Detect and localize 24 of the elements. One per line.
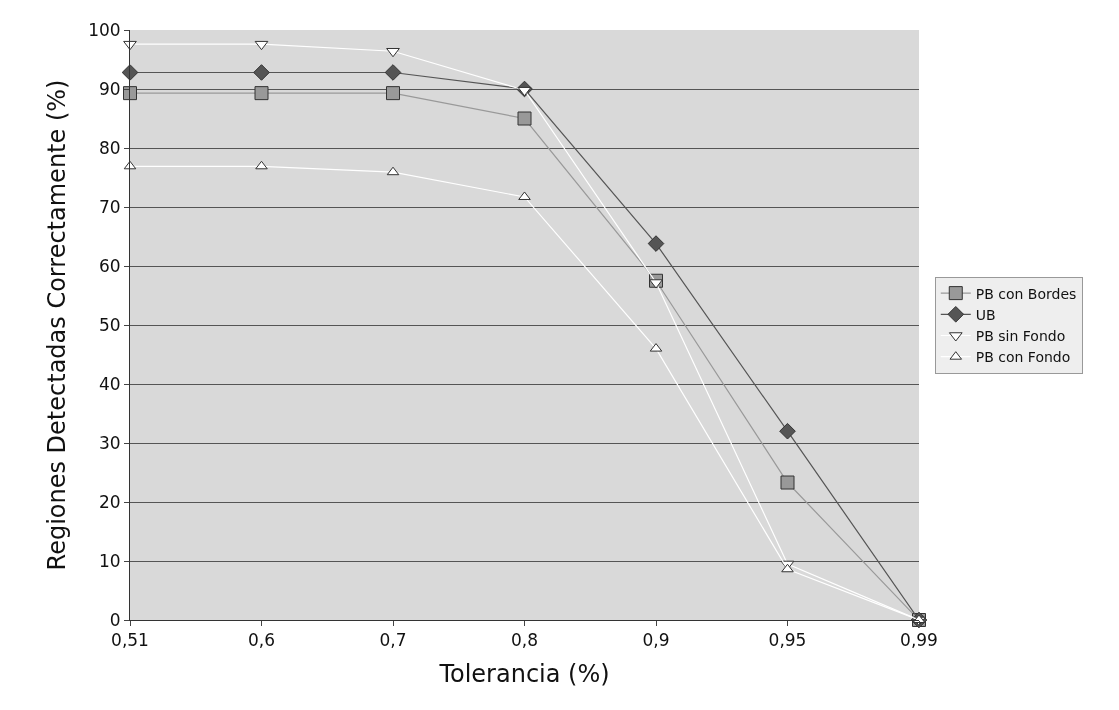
y-axis-title: Regiones Detectadas Correctamente (%) bbox=[43, 79, 72, 571]
y-tick-label: 10 bbox=[98, 550, 121, 571]
x-tick-label: 0,7 bbox=[379, 630, 407, 651]
y-tick-label: 20 bbox=[98, 491, 121, 512]
x-tick-label: 0,95 bbox=[768, 630, 807, 651]
y-tick-label: 100 bbox=[88, 19, 121, 40]
y-tick-label: 30 bbox=[98, 432, 121, 453]
legend-label: PB con Bordes bbox=[975, 285, 1077, 302]
legend-label: PB con Fondo bbox=[975, 349, 1071, 366]
x-tick-label: 0,8 bbox=[510, 630, 539, 651]
y-tick-label: 50 bbox=[98, 314, 121, 335]
x-tick-label: 0,99 bbox=[900, 630, 938, 651]
legend-label: UB bbox=[975, 306, 996, 323]
x-tick-label: 0,6 bbox=[247, 630, 276, 651]
x-axis-title: Tolerancia (%) bbox=[438, 659, 610, 688]
legend-label: PB sin Fondo bbox=[975, 327, 1066, 344]
y-tick-label: 90 bbox=[98, 78, 121, 99]
x-tick-label: 0,51 bbox=[111, 630, 149, 651]
y-tick-label: 40 bbox=[98, 373, 121, 394]
y-tick-label: 70 bbox=[98, 196, 121, 217]
x-tick-label: 0,9 bbox=[642, 630, 670, 651]
y-tick-label: 0 bbox=[109, 609, 121, 630]
y-tick-label: 80 bbox=[98, 137, 121, 158]
y-tick-label: 60 bbox=[98, 255, 121, 276]
